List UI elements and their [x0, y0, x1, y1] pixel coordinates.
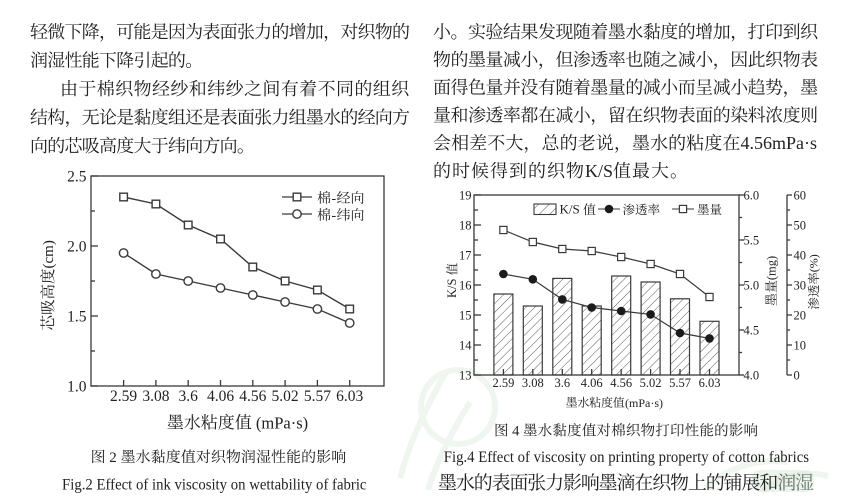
svg-text:(%): (%): [807, 254, 821, 272]
svg-text:10: 10: [794, 338, 807, 352]
svg-text:2: 2: [109, 450, 117, 466]
svg-text:14: 14: [459, 338, 472, 352]
svg-text:20: 20: [794, 308, 807, 322]
svg-text:50: 50: [794, 218, 807, 232]
svg-text:2.0: 2.0: [67, 238, 87, 255]
svg-text:4.56: 4.56: [610, 376, 632, 390]
svg-text:(cm): (cm): [41, 240, 57, 268]
svg-text:13: 13: [459, 368, 472, 382]
svg-text:4.5: 4.5: [744, 323, 760, 337]
svg-text:3.08: 3.08: [142, 388, 169, 405]
svg-text:Fig.4 Effect of viscosity on p: Fig.4 Effect of viscosity on printing pr…: [444, 449, 809, 466]
svg-text:0: 0: [794, 368, 800, 382]
svg-text:30: 30: [794, 278, 807, 292]
svg-text:6.03: 6.03: [336, 388, 363, 405]
svg-text:6.03: 6.03: [699, 376, 721, 390]
svg-text:(mg): (mg): [764, 256, 778, 280]
svg-text:16: 16: [459, 278, 472, 292]
svg-text:4.06: 4.06: [207, 388, 234, 405]
svg-text:-: -: [332, 208, 337, 223]
svg-text:2.5: 2.5: [67, 168, 87, 185]
svg-text:6.0: 6.0: [744, 188, 760, 202]
svg-text:2.59: 2.59: [110, 388, 137, 405]
svg-text:4.06: 4.06: [581, 376, 603, 390]
svg-text:K/S: K/S: [445, 279, 459, 299]
svg-text:5.02: 5.02: [640, 376, 662, 390]
svg-text:4.56: 4.56: [239, 388, 266, 405]
svg-text:15: 15: [459, 308, 472, 322]
svg-text:2.59: 2.59: [492, 376, 514, 390]
svg-text:1.0: 1.0: [67, 378, 87, 395]
svg-text:Fig.2 Effect of ink viscosity: Fig.2 Effect of ink viscosity on wettabi…: [62, 477, 367, 494]
svg-text:40: 40: [794, 248, 807, 262]
svg-text:60: 60: [794, 188, 807, 202]
svg-text:5.0: 5.0: [744, 278, 760, 292]
svg-text:3.6: 3.6: [179, 388, 199, 405]
svg-text:4.56mPa·s: 4.56mPa·s: [741, 133, 818, 153]
svg-text:-: -: [332, 191, 337, 206]
svg-text:19: 19: [459, 188, 472, 202]
svg-text:(mPa·s): (mPa·s): [625, 396, 663, 410]
svg-text:5.02: 5.02: [272, 388, 299, 405]
svg-text:K/S: K/S: [585, 161, 613, 181]
svg-text:5.57: 5.57: [304, 388, 331, 405]
svg-text:4.0: 4.0: [744, 368, 760, 382]
svg-text:5.5: 5.5: [744, 233, 760, 247]
svg-text:18: 18: [459, 218, 472, 232]
svg-text:1.5: 1.5: [67, 308, 87, 325]
svg-text:17: 17: [459, 248, 472, 262]
svg-text:5.57: 5.57: [669, 376, 691, 390]
svg-text:3.08: 3.08: [522, 376, 544, 390]
svg-text:4: 4: [512, 423, 520, 439]
svg-text:3.6: 3.6: [554, 376, 570, 390]
svg-text:K/S: K/S: [560, 202, 580, 217]
svg-text:(mPa·s): (mPa·s): [256, 413, 308, 432]
